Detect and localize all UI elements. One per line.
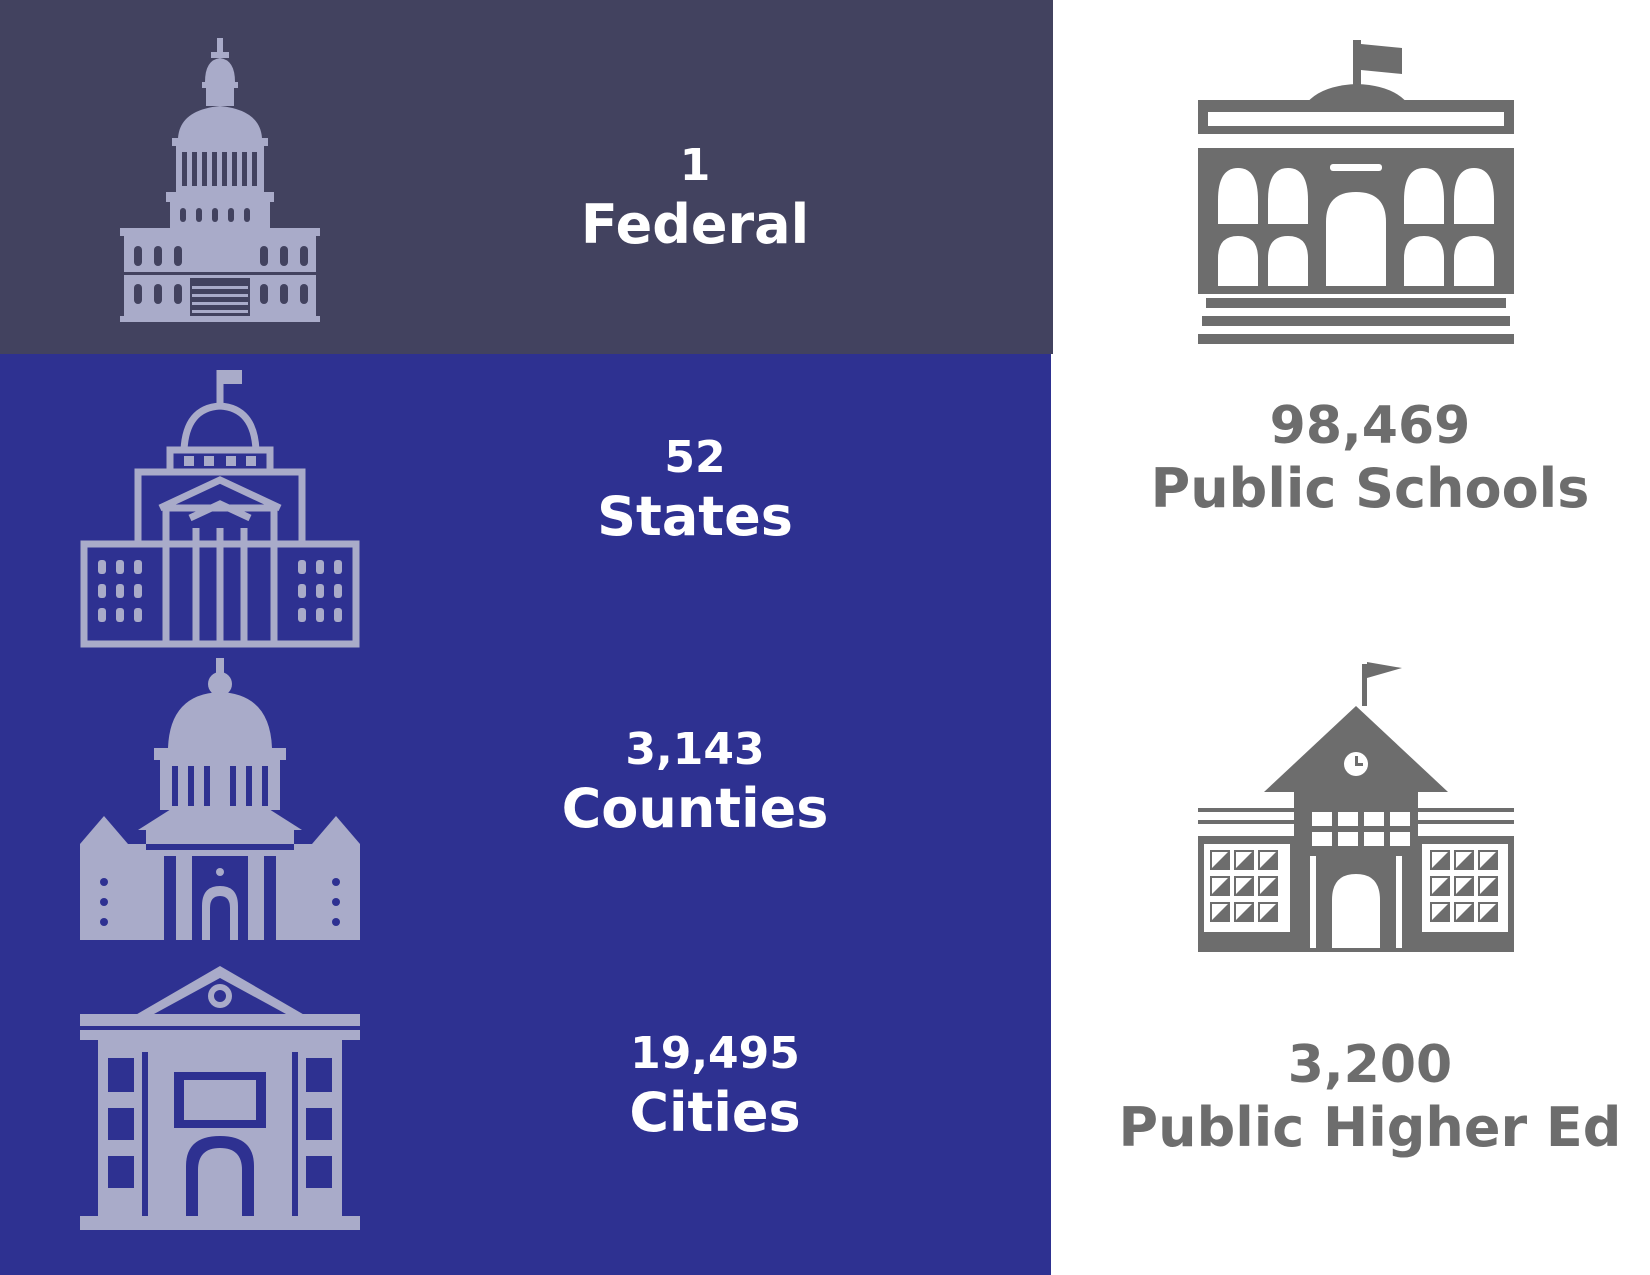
stat-cities-label: Cities xyxy=(629,1080,801,1144)
stat-public-higher-ed-count: 3,200 xyxy=(1287,1035,1453,1095)
stat-federal: 1 Federal xyxy=(520,140,870,258)
state-capitol-icon xyxy=(80,370,360,648)
stat-federal-count: 1 xyxy=(679,140,711,191)
stat-counties-count: 3,143 xyxy=(625,724,765,775)
stat-cities: 19,495 Cities xyxy=(530,1028,900,1146)
city-hall-icon xyxy=(80,966,360,1230)
stat-states-count: 52 xyxy=(664,432,726,483)
stat-cities-count: 19,495 xyxy=(630,1028,800,1079)
stat-counties-label: Counties xyxy=(561,776,829,840)
stat-states-label: States xyxy=(597,484,793,548)
county-courthouse-icon xyxy=(80,658,360,940)
schoolhouse-icon xyxy=(1198,662,1514,952)
stat-public-schools-count: 98,469 xyxy=(1269,396,1471,456)
stat-public-schools-label: Public Schools xyxy=(1150,457,1590,521)
stat-public-higher-ed: 3,200 Public Higher Ed xyxy=(1090,1034,1650,1161)
public-school-building-icon xyxy=(1198,40,1514,344)
stat-counties: 3,143 Counties xyxy=(500,724,890,842)
stat-federal-label: Federal xyxy=(580,192,810,256)
stat-public-higher-ed-label: Public Higher Ed xyxy=(1118,1096,1622,1160)
stat-states: 52 States xyxy=(520,432,870,550)
capitol-dome-icon xyxy=(120,38,320,322)
stat-public-schools: 98,469 Public Schools xyxy=(1100,395,1640,522)
